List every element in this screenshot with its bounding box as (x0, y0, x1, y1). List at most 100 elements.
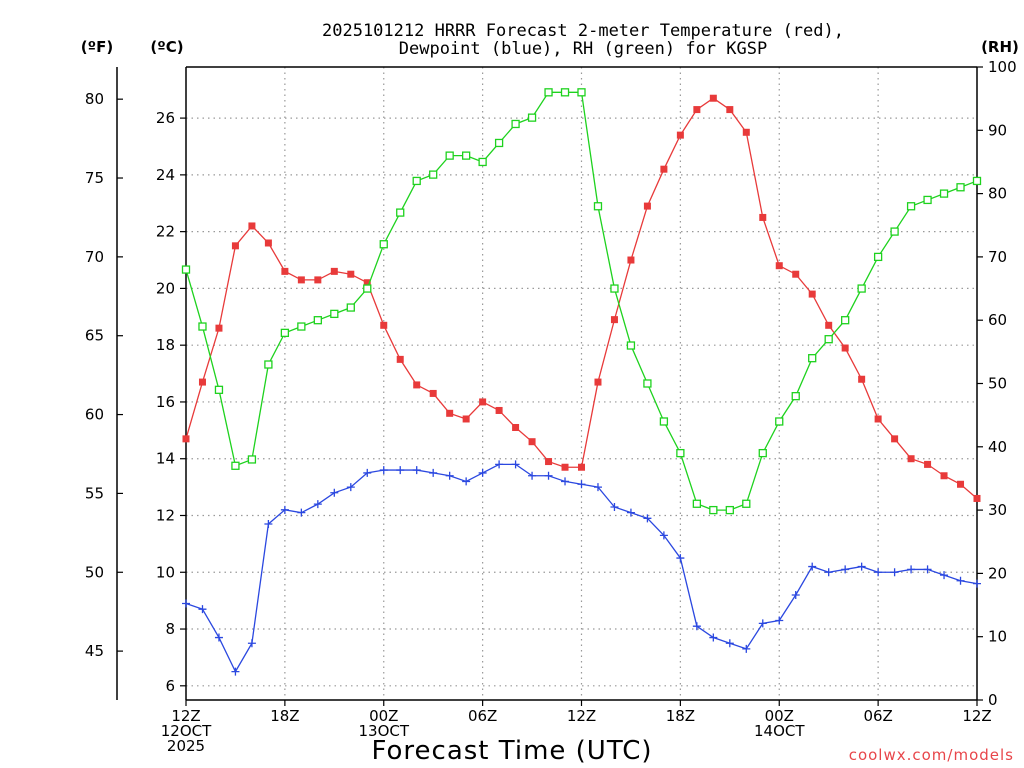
rh-point (593, 202, 603, 211)
rh-point (280, 328, 290, 338)
temperature-point (297, 276, 305, 284)
dewpoint-point (264, 520, 273, 529)
rh-point (676, 448, 685, 458)
credit-text: coolwx.com/models (849, 746, 1014, 764)
rh-tick-label: 10 (988, 628, 1007, 646)
tick-labels: 6 8 10 12 14 16 18 20 22 24 26 45 50 55 60 65 70 75 80 0 10 2… (85, 58, 1017, 755)
dewpoint-point (890, 568, 899, 577)
fahrenheit-tick-label: 55 (85, 484, 104, 502)
temperature-point (198, 378, 206, 386)
rh-point (890, 227, 899, 236)
rh-point (742, 499, 751, 508)
x-tick-label: 12Z (171, 707, 200, 725)
celsius-tick-label: 20 (156, 279, 175, 297)
temperature-point (693, 106, 701, 114)
temperature-point (314, 276, 322, 284)
dewpoint-point (346, 483, 355, 492)
dewpoint-point (412, 466, 421, 475)
unit-label-rh: (RH) (981, 38, 1019, 56)
temperature-point (709, 94, 717, 102)
celsius-tick-label: 24 (156, 166, 175, 184)
rh-point (626, 341, 636, 350)
dewpoint-point (692, 622, 701, 631)
temperature-point (528, 438, 536, 446)
x-tick-label: 14OCT (754, 722, 805, 740)
rh-point (560, 88, 570, 97)
temperature-point (792, 270, 800, 278)
dewpoint-point (396, 466, 405, 475)
dewpoint-point (182, 599, 190, 608)
dewpoint-point (445, 471, 454, 480)
chart-title-line-1: 2025101212 HRRR Forecast 2-meter Tempera… (322, 21, 844, 41)
dewpoint-point (923, 565, 932, 574)
x-tick-label: 06Z (468, 707, 497, 725)
dewpoint-point (462, 477, 471, 486)
dewpoint-point (593, 483, 602, 492)
rh-point (198, 322, 207, 331)
rh-tick-label: 50 (988, 375, 1007, 393)
x-tick-label: 13OCT (358, 722, 409, 740)
dewpoint-point (725, 639, 734, 648)
rh-point (412, 176, 421, 186)
rh-point (346, 303, 355, 312)
dewpoint-point (231, 667, 240, 676)
temperature-point (561, 463, 569, 471)
temperature-point (924, 460, 932, 468)
celsius-tick-label: 10 (156, 563, 175, 581)
rh-point (330, 309, 339, 319)
rh-point (264, 360, 273, 369)
dewpoint-point (363, 468, 372, 477)
rh-point (313, 316, 322, 325)
temperature-point (215, 324, 223, 332)
dewpoint-point (808, 562, 817, 571)
rh-tick-label: 30 (988, 501, 1007, 519)
dewpoint-point (330, 488, 339, 497)
rh-point (494, 138, 504, 148)
temperature-point (940, 472, 948, 480)
rh-point (692, 499, 702, 508)
temperature-point (775, 262, 783, 270)
rh-point (478, 157, 487, 167)
temperature-point (874, 415, 882, 423)
celsius-tick-label: 22 (156, 223, 175, 241)
rh-point (527, 113, 537, 122)
rh-point (824, 335, 833, 344)
rh-point (247, 455, 257, 464)
dewpoint-point (214, 633, 223, 642)
rh-point (363, 284, 372, 293)
rh-point (231, 461, 240, 470)
temperature-point (413, 381, 421, 389)
x-tick-label: 12OCT (161, 722, 212, 740)
temperature-point (957, 480, 965, 488)
rh-point (906, 202, 916, 211)
dewpoint-point (841, 565, 850, 574)
dewpoint-point (478, 468, 487, 477)
rh-point (577, 88, 586, 97)
temperature-point (841, 344, 849, 352)
rh-point (445, 151, 454, 160)
rh-point (643, 379, 652, 388)
dewpoint-point (297, 508, 306, 517)
temperature-point (676, 131, 684, 139)
rh-series (181, 88, 982, 515)
rh-point (461, 151, 471, 160)
x-tick-label: 12Z (962, 707, 991, 725)
temperature-point (578, 463, 585, 471)
rh-tick-label: 0 (988, 691, 998, 709)
dewpoint-point (659, 531, 668, 540)
rh-tick-label: 90 (988, 121, 1007, 139)
x-tick-label: 12Z (567, 707, 596, 725)
rh-point (610, 284, 619, 293)
temperature-point (396, 355, 404, 363)
temperature-point (545, 458, 553, 466)
rh-point (939, 189, 949, 198)
fahrenheit-tick-label: 80 (85, 90, 104, 108)
temperature-point (610, 316, 618, 324)
x-axis-label: Forecast Time (UTC) (371, 736, 652, 766)
temperature-point (380, 321, 388, 329)
celsius-tick-label: 14 (156, 450, 175, 468)
celsius-tick-label: 8 (165, 620, 175, 638)
temperature-point (512, 423, 520, 431)
dewpoint-point (643, 514, 652, 523)
temperature-point (726, 106, 734, 114)
